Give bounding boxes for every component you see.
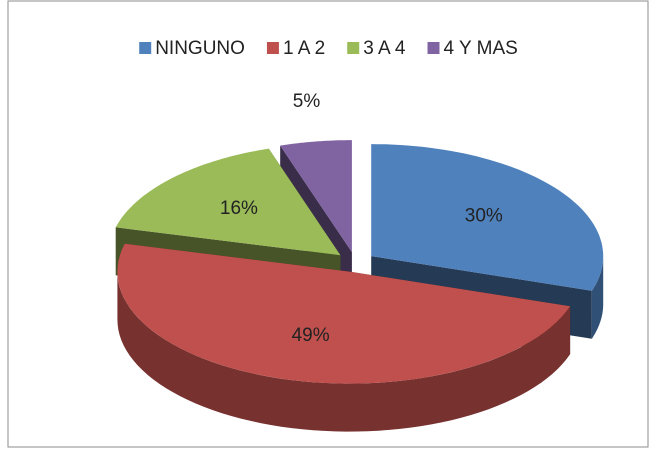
data-label: 16% — [220, 198, 258, 219]
legend-label: 1 A 2 — [283, 38, 325, 59]
pie-slice — [117, 243, 571, 432]
legend-swatch — [347, 42, 360, 54]
legend-swatch — [427, 42, 440, 54]
slice-top — [115, 148, 341, 256]
data-label: 5% — [293, 91, 321, 112]
legend-label: 3 A 4 — [363, 38, 406, 59]
legend-label: 4 Y MAS — [444, 38, 518, 59]
slice-top — [280, 140, 352, 253]
slice-rim — [591, 256, 604, 339]
slice-top — [117, 243, 571, 384]
legend-swatch — [266, 42, 279, 54]
legend-label: NINGUNO — [155, 38, 245, 59]
data-label: 49% — [292, 325, 330, 346]
legend: NINGUNO 1 A 2 3 A 4 4 Y MAS — [139, 38, 518, 59]
slice-rim — [117, 271, 571, 432]
legend-swatch — [139, 42, 152, 54]
data-label: 30% — [465, 206, 503, 227]
slice-top — [371, 144, 604, 291]
